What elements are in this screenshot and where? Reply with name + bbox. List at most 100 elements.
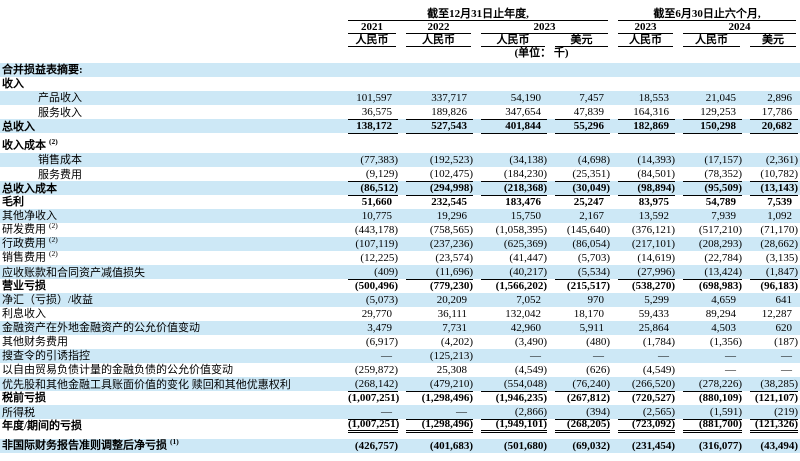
value-cell: (316,077) xyxy=(698,440,742,452)
value-cell: (500,496) xyxy=(354,280,398,292)
value-cell: (102,475) xyxy=(406,167,473,182)
row-label: 销售费用 xyxy=(2,252,46,264)
value-cell: (14,619) xyxy=(637,252,675,264)
table-row: 净汇（亏损）/收益 (5,073) 20,209 7,052 970 5,299 4,659… xyxy=(0,293,800,307)
header-currencies-row: 人民币 人民币 人民币 美元 人民币 人民币 美元 xyxy=(0,34,800,47)
value-cell: (121,326) xyxy=(750,419,798,433)
value-cell: (23,574) xyxy=(435,252,473,264)
year-header: 2021 xyxy=(348,21,396,34)
year-header: 2023 xyxy=(481,21,608,34)
table-row: 产品收入 101,597 337,717 54,190 7,457 18,553 21,04… xyxy=(0,91,800,105)
value-cell: 18,170 xyxy=(573,308,604,320)
value-cell: 29,770 xyxy=(361,308,392,320)
value-cell: 138,172 xyxy=(348,119,398,134)
table-row: 搜查令的引诱指控 — (125,213) — — — — — xyxy=(0,349,800,363)
value-cell: (626) xyxy=(586,364,610,376)
value-cell: (2,866) xyxy=(481,405,547,420)
value-cell: 47,839 xyxy=(555,105,610,120)
row-label: 毛利 xyxy=(2,196,24,208)
value-cell: 232,545 xyxy=(431,196,467,208)
table-row: 行政费用 (2) (107,119) (237,236) (625,369) (86,05… xyxy=(0,235,800,251)
value-cell: 347,654 xyxy=(481,105,547,120)
table-row: 应收账款和合同资产减值损失 (409) (11,696) (40,217) (5,534… xyxy=(0,265,800,280)
value-cell: (4,202) xyxy=(440,336,473,348)
currency-header: 美元 xyxy=(750,34,796,47)
value-cell: (1,058,395) xyxy=(495,224,547,236)
row-label: 优先股和其他金融工具账面价值的变化 赎回和其他优惠权利 xyxy=(2,379,291,391)
value-cell: 10,775 xyxy=(361,210,392,222)
value-cell: 51,660 xyxy=(361,196,392,208)
value-cell: (208,293) xyxy=(698,238,742,250)
value-cell: (2,361) xyxy=(765,154,798,166)
value-cell: (480) xyxy=(586,336,610,348)
value-cell: 42,960 xyxy=(510,322,541,334)
row-label: 服务费用 xyxy=(38,169,82,181)
value-cell: (698,983) xyxy=(698,280,742,292)
value-cell: (443,178) xyxy=(354,224,398,236)
value-cell: (401,683) xyxy=(429,440,473,452)
value-cell: 25,864 xyxy=(638,322,669,334)
row-label: 总收入 xyxy=(2,121,35,133)
value-cell: (125,213) xyxy=(429,350,473,362)
header-unit-row: (单位： 千) xyxy=(0,47,800,59)
value-cell: (2,565) xyxy=(618,405,675,420)
row-label-cell: 以自由贸易负债计量的金融负债的公允价值变动 xyxy=(0,363,340,377)
row-gap xyxy=(0,433,800,439)
value-cell: (1,946,235) xyxy=(495,392,547,404)
row-label-cell: 服务收入 xyxy=(0,106,340,120)
value-cell: 21,045 xyxy=(705,92,736,104)
row-label-cell: 服务费用 xyxy=(0,168,340,182)
year-header: 2024 xyxy=(683,21,796,34)
row-label-cell: 利息收入 xyxy=(0,307,340,321)
value-cell: (13,143) xyxy=(750,181,798,196)
table-row: 利息收入 29,770 36,111 132,042 18,170 59,433 89,29… xyxy=(0,307,800,321)
value-cell: 527,543 xyxy=(406,119,473,134)
unit-note: (单位： 千) xyxy=(514,47,569,59)
value-cell: (723,092) xyxy=(618,419,675,433)
row-label-cell: 年度/期间的亏损 xyxy=(0,419,340,433)
value-cell: (880,109) xyxy=(698,392,742,404)
row-label: 金融资产在外地金融资产的公允价值变动 xyxy=(2,322,200,334)
value-cell: (34,138) xyxy=(509,154,547,166)
value-cell: (95,509) xyxy=(683,181,742,196)
row-label-cell: 合并损益表摘要: xyxy=(0,63,340,77)
value-cell: (1,784) xyxy=(642,336,675,348)
value-cell: (259,872) xyxy=(354,364,398,376)
value-cell: 7,539 xyxy=(767,196,792,208)
table-row: 毛利 51,660 232,545 183,476 25,247 83,975 54,789… xyxy=(0,195,800,209)
value-cell: 55,296 xyxy=(555,119,610,134)
table-row: 合并损益表摘要: xyxy=(0,63,800,77)
value-cell: (84,501) xyxy=(618,167,675,182)
table-row: 税前亏损 (1,007,251) (1,298,496) (1,946,235) (26… xyxy=(0,391,800,405)
value-cell: 620 xyxy=(775,322,793,334)
row-label-cell: 金融资产在外地金融资产的公允价值变动 xyxy=(0,321,340,335)
value-cell: — xyxy=(658,350,669,362)
table-row: 营业亏损 (500,496) (779,230) (1,566,202) (215,51… xyxy=(0,279,800,293)
income-statement-table: 截至12月31日止年度, 截至6月30日止六个月, 2021 2022 2023 20… xyxy=(0,8,800,453)
value-cell: (5,534) xyxy=(555,265,610,280)
value-cell: (192,523) xyxy=(429,154,473,166)
currency-header: 人民币 xyxy=(406,34,471,47)
value-cell: 89,294 xyxy=(705,308,736,320)
value-cell: (554,048) xyxy=(481,377,547,392)
value-cell: (3,135) xyxy=(765,252,798,264)
value-cell: 970 xyxy=(587,294,605,306)
value-cell: (268,205) xyxy=(555,419,610,433)
value-cell: 20,682 xyxy=(750,119,798,134)
value-cell: (394) xyxy=(555,405,610,420)
value-cell: (17,157) xyxy=(704,154,742,166)
value-cell: (237,236) xyxy=(429,238,473,250)
value-cell: (77,383) xyxy=(360,154,398,166)
value-cell: (625,369) xyxy=(503,238,547,250)
currency-header: 人民币 xyxy=(618,34,673,47)
value-cell: (10,782) xyxy=(750,167,798,182)
value-cell: (78,352) xyxy=(683,167,742,182)
value-cell: (218,368) xyxy=(481,181,547,196)
row-label: 行政费用 xyxy=(2,238,46,250)
row-label: 以自由贸易负债计量的金融负债的公允价值变动 xyxy=(2,364,233,376)
value-cell: 7,939 xyxy=(711,210,736,222)
value-cell: (5,073) xyxy=(365,294,398,306)
footnote-marker: (2) xyxy=(49,235,58,245)
value-cell: 12,287 xyxy=(761,308,792,320)
value-cell: 18,553 xyxy=(638,92,669,104)
